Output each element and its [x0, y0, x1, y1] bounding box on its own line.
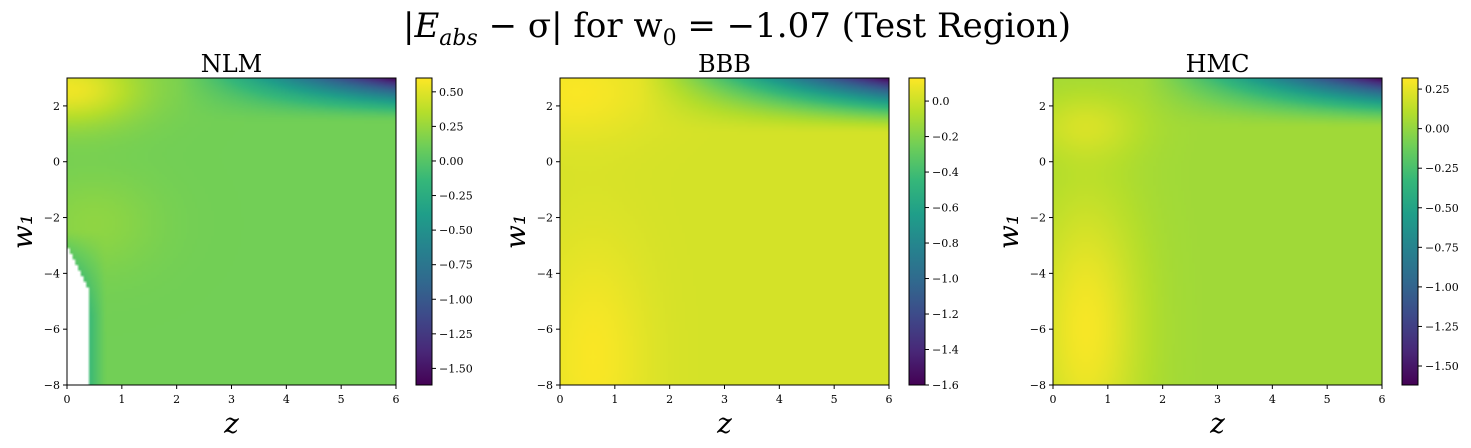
- colorbar-tick-label: −0.4: [932, 166, 959, 179]
- colorbar-tick-label: −1.0: [932, 273, 959, 286]
- colorbar-tick-label: −1.00: [1425, 281, 1459, 294]
- colorbar: [1401, 77, 1419, 386]
- x-tick-label: 1: [611, 393, 618, 406]
- figure-title-sub: abs: [439, 26, 478, 51]
- colorbar-tick-label: 0.0: [932, 95, 950, 108]
- y-tick-label: 2: [546, 100, 553, 113]
- colorbar-tick-label: 0.00: [1425, 123, 1450, 136]
- x-tick-label: 4: [1269, 393, 1276, 406]
- y-tick-label: 2: [53, 100, 60, 113]
- figure-title: |Eabs − σ| for w0 = −1.07 (Test Region): [403, 6, 1071, 51]
- figure-title-middle: − σ| for w: [478, 6, 663, 46]
- x-tick-label: 1: [1104, 393, 1111, 406]
- y-axis-label: w₁: [6, 214, 39, 249]
- colorbar-tick-label: −0.8: [932, 237, 959, 250]
- y-tick-label: −8: [1030, 379, 1046, 392]
- colorbar-tick-label: 0.25: [1425, 83, 1450, 96]
- colorbar-tick-label: −0.25: [1425, 162, 1459, 175]
- x-tick-label: 4: [283, 393, 290, 406]
- y-tick-label: 2: [1039, 100, 1046, 113]
- x-tick-label: 6: [393, 393, 400, 406]
- colorbar: [908, 77, 926, 386]
- colorbar-tick-label: −1.6: [932, 379, 959, 392]
- colorbar: [415, 77, 433, 386]
- x-tick-label: 2: [173, 393, 180, 406]
- panel-bbb: BBB 0 1 2 3 4 5 6 −8 −6 −4 −2 0 2 z w₁ 0.0 −0.2 −0.4 −0.6 −0…: [499, 50, 959, 440]
- y-tick-label: 0: [1039, 156, 1046, 169]
- panel-title: BBB: [698, 50, 751, 78]
- x-tick-label: 0: [557, 393, 564, 406]
- y-tick-label: −4: [44, 267, 60, 280]
- x-tick-label: 0: [64, 393, 71, 406]
- colorbar-tick-label: −0.2: [932, 131, 959, 144]
- heatmap-image: [67, 78, 396, 385]
- y-tick-label: −4: [537, 267, 553, 280]
- y-axis-label: w₁: [992, 214, 1025, 249]
- y-tick-label: −6: [1030, 323, 1046, 336]
- heatmap-image: [1053, 78, 1382, 385]
- colorbar-tick-label: −1.25: [439, 328, 473, 341]
- panel-title: NLM: [201, 50, 263, 78]
- y-tick-label: −8: [44, 379, 60, 392]
- x-tick-label: 3: [228, 393, 235, 406]
- colorbar-tick-label: −0.75: [1425, 241, 1459, 254]
- colorbar-tick-label: −0.25: [439, 190, 473, 203]
- colorbar-tick-label: −0.50: [439, 224, 473, 237]
- colorbar-tick-label: −0.6: [932, 202, 959, 215]
- panel-nlm: NLM 0 1 2 3 4 5 6 −8 −6 −4 −2 0 2 z w₁ 0.50 0.25 0.00 −0.25…: [6, 50, 473, 440]
- panel-hmc: HMC 0 1 2 3 4 5 6 −8 −6 −4 −2 0 2 z w₁ 0.25 0.00 −0.25 −0.5…: [992, 50, 1459, 440]
- colorbar-tick-label: 0.25: [439, 120, 464, 133]
- y-tick-label: −2: [537, 212, 553, 225]
- figure-title-sub2: 0: [663, 26, 677, 51]
- colorbar-tick-label: 0.50: [439, 86, 464, 99]
- colorbar-tick-label: −1.00: [439, 293, 473, 306]
- x-axis-label: z: [716, 407, 732, 440]
- x-tick-label: 3: [721, 393, 728, 406]
- y-axis-label: w₁: [499, 214, 532, 249]
- colorbar-tick-label: −0.75: [439, 259, 473, 272]
- x-axis-label: z: [1209, 407, 1225, 440]
- colorbar-tick-label: −1.50: [439, 362, 473, 375]
- x-tick-label: 5: [831, 393, 838, 406]
- y-tick-label: −6: [44, 323, 60, 336]
- panel-title: HMC: [1186, 50, 1250, 78]
- colorbar-tick-label: 0.00: [439, 155, 464, 168]
- y-tick-label: −4: [1030, 267, 1046, 280]
- colorbar-tick-label: −1.4: [932, 344, 959, 357]
- x-tick-label: 4: [776, 393, 783, 406]
- x-tick-label: 2: [1159, 393, 1166, 406]
- x-tick-label: 0: [1050, 393, 1057, 406]
- x-tick-label: 6: [1379, 393, 1386, 406]
- y-tick-label: −2: [44, 212, 60, 225]
- y-tick-label: 0: [53, 156, 60, 169]
- figure-title-suffix: = −1.07 (Test Region): [677, 6, 1071, 46]
- x-tick-label: 2: [666, 393, 673, 406]
- x-tick-label: 5: [1324, 393, 1331, 406]
- x-axis-label: z: [223, 407, 239, 440]
- colorbar-tick-label: −1.25: [1425, 320, 1459, 333]
- x-tick-label: 5: [338, 393, 345, 406]
- colorbar-tick-label: −0.50: [1425, 202, 1459, 215]
- x-tick-label: 3: [1214, 393, 1221, 406]
- y-tick-label: −6: [537, 323, 553, 336]
- figure-title-prefix: |E: [403, 6, 439, 46]
- y-tick-label: −2: [1030, 212, 1046, 225]
- y-tick-label: 0: [546, 156, 553, 169]
- colorbar-tick-label: −1.2: [932, 308, 959, 321]
- y-tick-label: −8: [537, 379, 553, 392]
- x-tick-label: 6: [886, 393, 893, 406]
- x-tick-label: 1: [118, 393, 125, 406]
- colorbar-tick-label: −1.50: [1425, 360, 1459, 373]
- heatmap-image: [560, 78, 889, 385]
